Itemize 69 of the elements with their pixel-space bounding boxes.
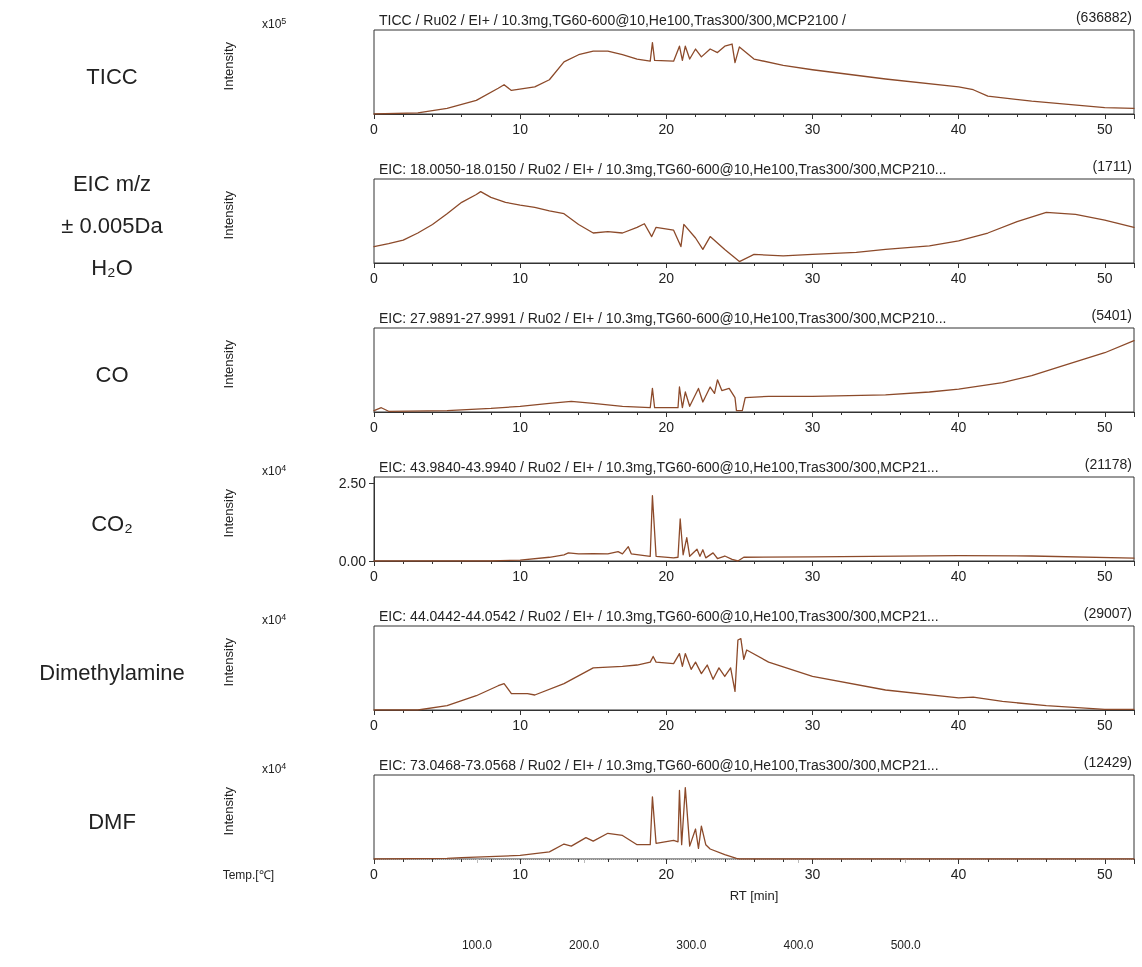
text: (29007) (1083, 605, 1133, 621)
text: DMF (88, 808, 136, 834)
text: Dimethylamine (39, 659, 185, 685)
x-tick-label: 30 (804, 866, 821, 882)
x-tick-label: 50 (1096, 121, 1113, 137)
y-axis-title: Intensity (221, 637, 236, 687)
text: (1711) (1092, 158, 1133, 174)
x-tick-label: 0 (370, 568, 379, 584)
x-tick-label: 20 (658, 568, 675, 584)
x-tick-label: 10 (512, 568, 529, 584)
y-axis-title: Intensity (221, 41, 236, 91)
x2-tick-label: 400.0 (783, 938, 814, 952)
x-tick-label: 30 (804, 121, 821, 137)
y-axis-title: Intensity (221, 488, 236, 538)
x-tick-label: 30 (804, 419, 821, 435)
x-tick-label: 20 (658, 270, 675, 286)
x2-tick-label: 500.0 (890, 938, 922, 952)
x-tick-label: 20 (658, 121, 675, 137)
chart-title: EIC: 18.0050-18.0150 / Ru02 / EI+ / 10.3mg,TG60-600@10,He100,Tras300/300,MCP210... (379, 161, 947, 177)
chart-title: EIC: 73.0468-73.0568 / Ru02 / EI+ / 10.3mg,TG60-600@10,He100,Tras300/300,MCP21... (379, 757, 939, 773)
x-tick-label: 40 (950, 568, 967, 584)
y-tick-label: 2.50 (338, 475, 367, 492)
y-tick-label: 0.00 (338, 553, 367, 569)
chart-title: EIC: 44.0442-44.0542 / Ru02 / EI+ / 10.3mg,TG60-600@10,He100,Tras300/300,MCP21... (379, 608, 939, 624)
x-tick-label: 10 (512, 717, 529, 733)
x-tick-label: 50 (1096, 270, 1113, 286)
x2-tick-label: 100.0 (461, 938, 493, 952)
x-tick-label: 10 (512, 270, 529, 286)
x-tick-label: 40 (950, 419, 967, 435)
x-tick-label: 30 (804, 568, 821, 584)
chart-title: EIC: 43.9840-43.9940 / Ru02 / EI+ / 10.3mg,TG60-600@10,He100,Tras300/300,MCP21... (379, 459, 939, 475)
y-axis-title: Intensity (221, 339, 236, 389)
text: CO₂ (91, 510, 133, 536)
chart-title: TICC / Ru02 / EI+ / 10.3mg,TG60-600@10,He100,Tras300/300,MCP2100 / (379, 12, 847, 28)
text: TICC (86, 63, 138, 89)
x-tick-label: 20 (658, 866, 675, 882)
x-tick-label: 10 (512, 866, 529, 882)
text: (21178) (1084, 456, 1132, 472)
x-tick-label: 30 (804, 717, 821, 733)
chart-title: EIC: 27.9891-27.9991 / Ru02 / EI+ / 10.3mg,TG60-600@10,He100,Tras300/300,MCP210... (379, 310, 947, 326)
x-tick-label: 40 (950, 717, 967, 733)
text: (636882) (1075, 9, 1133, 25)
text: (12429) (1083, 754, 1133, 770)
x-tick-label: 50 (1096, 717, 1113, 733)
y-axis-title: Intensity (221, 786, 236, 836)
x-tick-label: 40 (950, 270, 967, 286)
x-tick-label: 30 (804, 270, 821, 286)
x-tick-label: 0 (370, 121, 379, 137)
x-tick-label: 0 (370, 866, 379, 882)
x-tick-label: 0 (370, 270, 379, 286)
x-tick-label: 20 (658, 419, 675, 435)
text: CO (95, 361, 129, 387)
x2-tick-label: 200.0 (569, 938, 600, 952)
x-tick-label: 40 (950, 121, 967, 137)
x-tick-label: 50 (1096, 568, 1113, 584)
x-tick-label: 20 (658, 717, 675, 733)
y-axis-title: Intensity (221, 190, 236, 240)
x2-axis-title: Temp.[℃] (222, 868, 274, 882)
x-tick-label: 10 (512, 419, 529, 435)
x-axis-title: RT [min] (729, 888, 779, 903)
x-tick-label: 0 (370, 419, 379, 435)
text: EIC m/z ± 0.005Da H₂O (61, 170, 164, 280)
x-tick-label: 40 (950, 866, 967, 882)
x-tick-label: 10 (512, 121, 529, 137)
x-tick-label: 0 (370, 717, 379, 733)
x-tick-label: 50 (1096, 419, 1113, 435)
text: (5401) (1091, 307, 1132, 323)
x2-tick-label: 300.0 (676, 938, 707, 952)
x-tick-label: 50 (1096, 866, 1113, 882)
